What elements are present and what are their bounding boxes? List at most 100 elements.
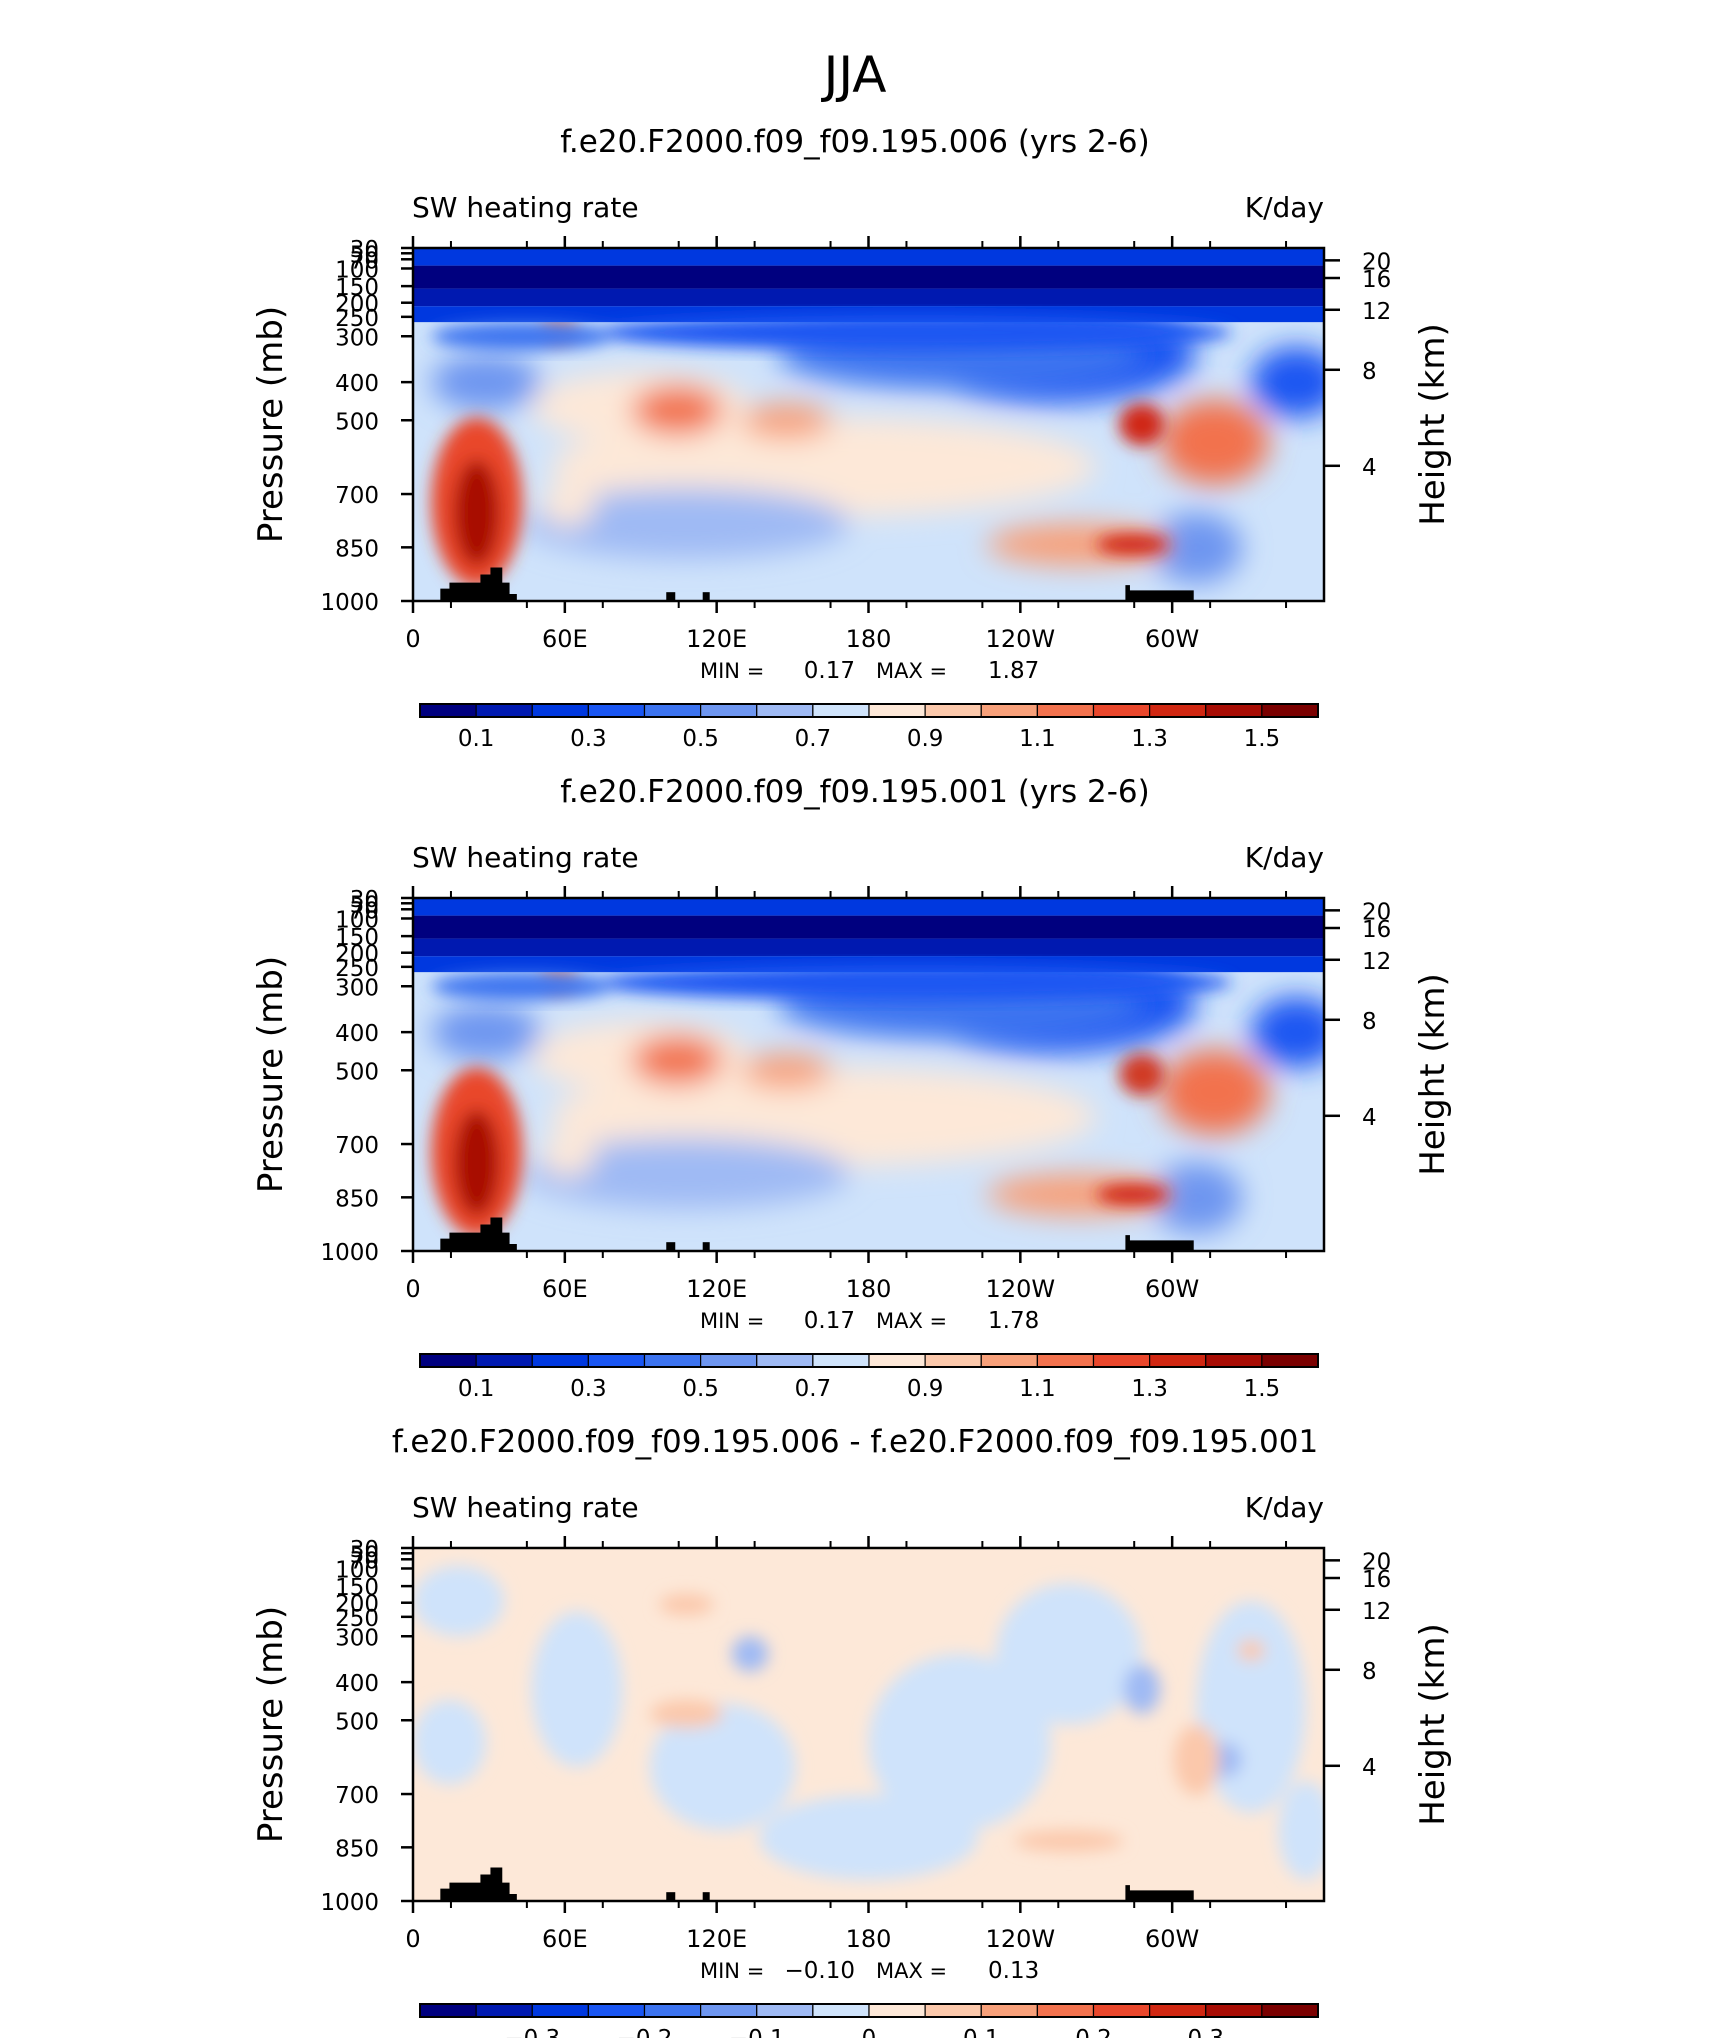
colorbar-box xyxy=(419,2003,477,2018)
colorbar-label: 0.1 xyxy=(458,1376,495,1402)
cold-region xyxy=(649,1703,796,1831)
colorbar-box xyxy=(475,703,533,718)
min-label: MIN = xyxy=(700,1309,764,1333)
y-right-tick-label: 20 xyxy=(1362,899,1391,925)
max-value: 1.78 xyxy=(988,1308,1039,1334)
x-tick-label: 120E xyxy=(686,1925,747,1953)
warm-core xyxy=(1119,403,1165,446)
colorbar-label: 1.5 xyxy=(1244,1376,1281,1402)
cold-region xyxy=(595,965,1233,1001)
cold-region xyxy=(413,1699,486,1785)
y-tick-label: 250 xyxy=(335,1606,379,1632)
y-tick-label: 1000 xyxy=(320,590,379,616)
y-right-tick-label: 4 xyxy=(1362,455,1377,481)
min-label: MIN = xyxy=(700,659,764,683)
topography xyxy=(702,1242,710,1251)
max-label: MAX = xyxy=(876,659,947,683)
y-tick-label: 400 xyxy=(335,1021,379,1047)
cold-region xyxy=(1251,996,1324,1068)
x-tick-label: 120W xyxy=(986,1925,1056,1953)
y-tick-label: 200 xyxy=(335,942,379,968)
warm-core xyxy=(1096,533,1170,556)
y-tick-label: 250 xyxy=(335,306,379,332)
warm-core xyxy=(658,1593,714,1616)
y-right-axis-title: Height (km) xyxy=(1413,323,1453,526)
y-tick-label: 70 xyxy=(350,248,379,274)
y-tick-label: 50 xyxy=(350,242,379,268)
cold-region xyxy=(522,1138,851,1209)
panels: f.e20.F2000.f09_f09.195.006 (yrs 2-6) SW … xyxy=(251,124,1453,2043)
cold-region xyxy=(996,1583,1142,1725)
colorbar-box xyxy=(643,1353,702,1368)
colorbar-box xyxy=(1092,703,1151,718)
stratosphere-layer xyxy=(413,248,1324,266)
y-right-tick-label: 12 xyxy=(1362,299,1391,325)
y-tick-label: 70 xyxy=(350,1548,379,1574)
x-tick-label: 60W xyxy=(1145,1925,1199,1953)
stratosphere-layer xyxy=(413,306,1324,323)
colorbar-box xyxy=(756,1353,814,1368)
colorbar-box xyxy=(531,1353,589,1368)
cold-region xyxy=(1123,1664,1161,1714)
warm-core xyxy=(540,484,596,527)
colorbar-label: 0.5 xyxy=(682,1376,719,1402)
colorbar-box xyxy=(980,2003,1038,2018)
min-value: 0.17 xyxy=(804,658,855,684)
cold-region xyxy=(1251,346,1324,418)
colorbar-box xyxy=(924,703,982,718)
units-label: K/day xyxy=(1245,191,1324,224)
colorbar-box xyxy=(587,703,646,718)
colorbar-label: 0 xyxy=(862,2026,877,2038)
min-value: −0.10 xyxy=(785,1958,855,1984)
cold-region xyxy=(731,1636,769,1672)
warm-core xyxy=(986,1173,1170,1216)
topography xyxy=(666,592,676,601)
cold-region xyxy=(868,1653,1051,1831)
topography xyxy=(1125,585,1194,601)
y-tick-label: 70 xyxy=(350,898,379,924)
colorbar-box xyxy=(1205,703,1263,718)
colorbar-frame xyxy=(419,2003,1319,2018)
colorbar-label: 1.1 xyxy=(1019,726,1056,752)
field-label: SW heating rate xyxy=(412,1491,639,1524)
warm-core xyxy=(631,1035,723,1086)
colorbar-box xyxy=(1149,1353,1207,1368)
colorbar-box xyxy=(1036,703,1095,718)
colorbar-label: −0.1 xyxy=(729,2026,785,2038)
y-tick-label: 100 xyxy=(335,257,379,283)
warm-core xyxy=(453,1109,500,1216)
y-right-tick-label: 8 xyxy=(1362,1009,1377,1035)
y-tick-label: 200 xyxy=(335,1592,379,1618)
cold-region xyxy=(431,353,541,411)
colorbar-box xyxy=(812,703,870,718)
y-tick-label: 500 xyxy=(335,1059,379,1085)
colorbar-box xyxy=(700,1353,758,1368)
min-label: MIN = xyxy=(700,1959,764,1983)
colorbar-box xyxy=(531,703,589,718)
colorbar-box xyxy=(1149,2003,1207,2018)
warm-core xyxy=(540,1134,596,1177)
colorbar-box xyxy=(475,2003,533,2018)
colorbar-box xyxy=(419,1353,477,1368)
y-axis-title: Pressure (mb) xyxy=(251,306,291,543)
colorbar-box xyxy=(1092,1353,1151,1368)
x-tick-label: 60E xyxy=(542,1925,588,1953)
colorbar-label: 1.1 xyxy=(1019,1376,1056,1402)
cold-region xyxy=(431,1003,541,1061)
y-tick-label: 50 xyxy=(350,1542,379,1568)
x-tick-label: 0 xyxy=(405,1275,420,1303)
colorbar-box xyxy=(587,2003,646,2018)
colorbar-label: 1.3 xyxy=(1131,1376,1168,1402)
y-right-tick-label: 20 xyxy=(1362,1549,1391,1575)
y-tick-label: 150 xyxy=(335,1575,379,1601)
page-title: JJA xyxy=(821,46,887,104)
x-tick-label: 120E xyxy=(686,1275,747,1303)
warm-core xyxy=(740,1053,833,1089)
colorbar-box xyxy=(1261,2003,1319,2018)
x-tick-label: 180 xyxy=(846,1275,892,1303)
y-tick-label: 500 xyxy=(335,409,379,435)
colorbar-box xyxy=(868,2003,926,2018)
colorbar-box xyxy=(643,703,702,718)
colorbar-box xyxy=(756,2003,814,2018)
